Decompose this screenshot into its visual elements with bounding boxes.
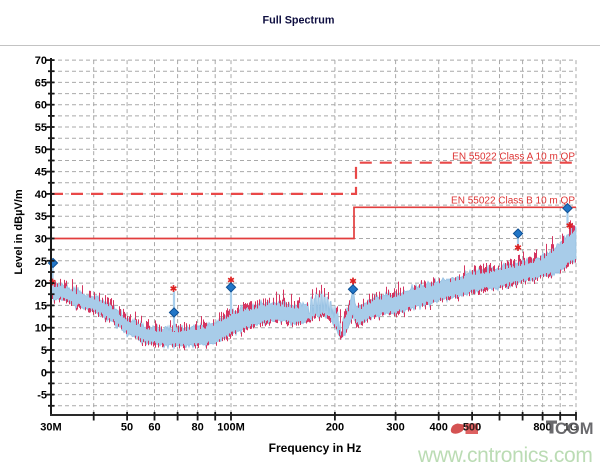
svg-text:100M: 100M xyxy=(217,422,245,434)
svg-text:20: 20 xyxy=(35,278,47,290)
svg-text:15: 15 xyxy=(35,300,47,312)
svg-text:50: 50 xyxy=(121,422,133,434)
svg-text:400: 400 xyxy=(430,422,448,434)
svg-text:300: 300 xyxy=(386,422,404,434)
svg-text:35: 35 xyxy=(35,211,47,223)
svg-text:0: 0 xyxy=(41,367,47,379)
svg-text:EN 55022 Class B 10 m QP: EN 55022 Class B 10 m QP xyxy=(451,196,575,207)
svg-text:-5: -5 xyxy=(37,390,47,402)
svg-text:30: 30 xyxy=(35,234,47,246)
svg-text:50: 50 xyxy=(35,144,47,156)
svg-text:Full Spectrum: Full Spectrum xyxy=(263,15,335,27)
svg-text:Frequency in Hz: Frequency in Hz xyxy=(269,441,362,455)
svg-text:Level in dBµV/m: Level in dBµV/m xyxy=(13,189,25,274)
svg-text:COM: COM xyxy=(555,420,594,438)
svg-text:800: 800 xyxy=(533,422,551,434)
svg-text:25: 25 xyxy=(35,256,47,268)
svg-text:EN 55022 Class A 10 m QP: EN 55022 Class A 10 m QP xyxy=(452,152,575,163)
svg-text:65: 65 xyxy=(35,77,47,89)
svg-text:60: 60 xyxy=(35,100,47,112)
svg-text:80: 80 xyxy=(191,422,203,434)
svg-text:500: 500 xyxy=(463,422,481,434)
svg-text:55: 55 xyxy=(35,122,47,134)
svg-text:200: 200 xyxy=(326,422,344,434)
svg-text:5: 5 xyxy=(41,345,47,357)
svg-text:70: 70 xyxy=(35,55,47,67)
svg-text:www.cntronics.com: www.cntronics.com xyxy=(417,444,593,467)
svg-text:1G: 1G xyxy=(564,422,579,434)
svg-text:10: 10 xyxy=(35,323,47,335)
svg-text:40: 40 xyxy=(35,189,47,201)
svg-text:30M: 30M xyxy=(40,422,61,434)
svg-text:60: 60 xyxy=(148,422,160,434)
svg-text:45: 45 xyxy=(35,167,47,179)
